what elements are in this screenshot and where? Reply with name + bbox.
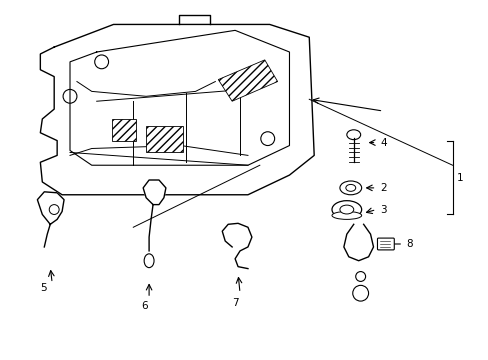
Text: 4: 4 — [380, 138, 386, 148]
Ellipse shape — [346, 130, 360, 140]
Ellipse shape — [345, 184, 355, 191]
Text: 8: 8 — [406, 239, 412, 249]
Ellipse shape — [331, 212, 361, 219]
Polygon shape — [143, 180, 165, 204]
Polygon shape — [218, 60, 277, 101]
Polygon shape — [146, 126, 183, 152]
Text: 6: 6 — [141, 301, 147, 311]
Polygon shape — [111, 119, 136, 141]
Ellipse shape — [144, 254, 154, 267]
Ellipse shape — [339, 205, 353, 214]
Text: 7: 7 — [232, 298, 238, 308]
Text: 2: 2 — [380, 183, 386, 193]
Polygon shape — [70, 30, 289, 165]
Text: 5: 5 — [41, 283, 47, 293]
FancyBboxPatch shape — [377, 238, 393, 250]
Text: 3: 3 — [380, 204, 386, 215]
Text: 1: 1 — [456, 172, 462, 183]
Ellipse shape — [339, 181, 361, 195]
Polygon shape — [41, 24, 314, 195]
Polygon shape — [343, 224, 373, 261]
Ellipse shape — [331, 201, 361, 219]
Polygon shape — [37, 192, 64, 224]
